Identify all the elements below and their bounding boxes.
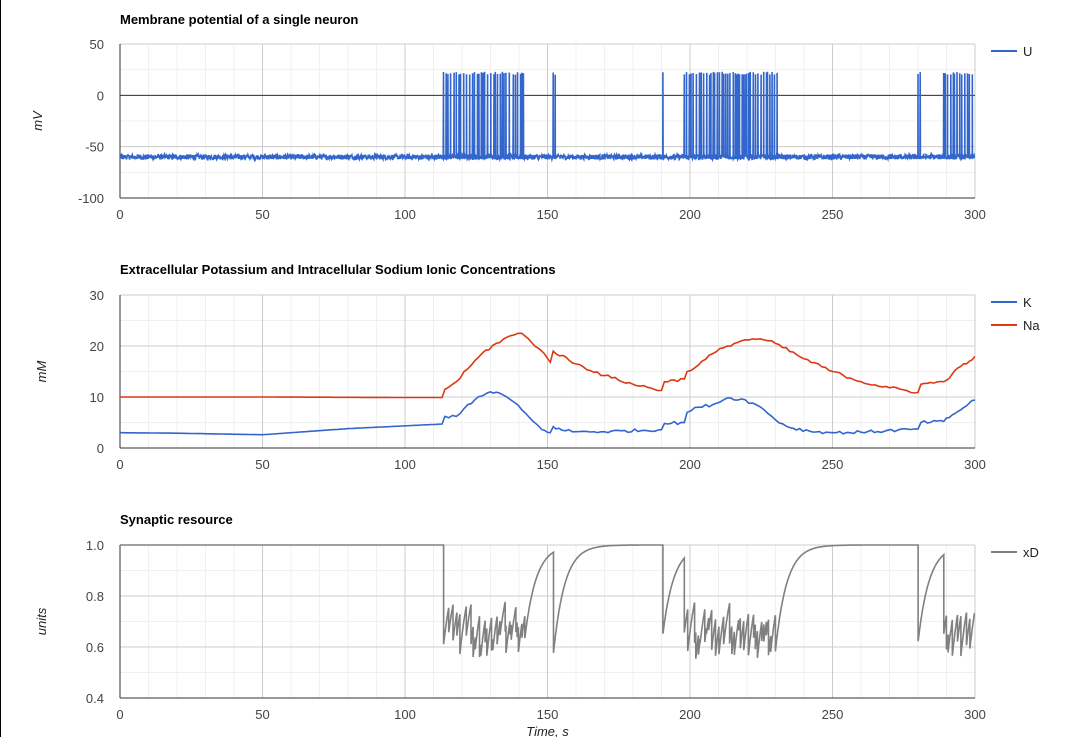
y-tick-label: 1.0 [86, 538, 104, 553]
x-tick-label: 200 [679, 457, 701, 472]
x-tick-label: 50 [255, 457, 269, 472]
x-tick-label: 300 [964, 207, 986, 222]
y-tick-label: 0 [97, 88, 104, 103]
y-tick-label: 30 [90, 288, 104, 303]
series-line-xD [120, 544, 975, 659]
x-tick-label: 100 [394, 207, 416, 222]
y-tick-label: 10 [90, 390, 104, 405]
y-tick-label: 0.8 [86, 589, 104, 604]
x-tick-label: 50 [255, 207, 269, 222]
chart-title: Membrane potential of a single neuron [120, 12, 358, 27]
window-left-border [0, 0, 1, 737]
y-tick-label: 0.6 [86, 640, 104, 655]
chart-panel-2: Extracellular Potassium and Intracellula… [34, 262, 1040, 472]
x-tick-label: 0 [116, 707, 123, 722]
y-tick-label: 20 [90, 339, 104, 354]
y-tick-label: 50 [90, 37, 104, 52]
chart-panel-3: Synaptic resource 0 50 100 150 200 250 300 0.4 0.… [34, 512, 1039, 737]
x-tick-label: 100 [394, 457, 416, 472]
y-tick-label: 0 [97, 441, 104, 456]
legend-label-K: K [1023, 295, 1032, 310]
legend-label-U: U [1023, 44, 1032, 59]
x-axis-label: Time, s [526, 724, 569, 737]
series-line-Na [120, 332, 975, 399]
x-tick-label: 150 [537, 207, 559, 222]
y-tick-label: -100 [78, 191, 104, 206]
y-tick-label: -50 [85, 140, 104, 155]
x-tick-label: 0 [116, 457, 123, 472]
y-axis-label: mM [34, 361, 49, 383]
y-axis-label: mV [30, 110, 45, 131]
chart-title: Synaptic resource [120, 512, 233, 527]
x-tick-label: 250 [822, 457, 844, 472]
x-tick-label: 50 [255, 707, 269, 722]
x-tick-label: 250 [822, 707, 844, 722]
y-tick-label: 0.4 [86, 691, 104, 706]
x-tick-label: 200 [679, 207, 701, 222]
chart-panel-1: Membrane potential of a single neuron 0 50… [30, 12, 1032, 222]
y-axis-label: units [34, 607, 49, 635]
x-tick-label: 250 [822, 207, 844, 222]
series-line-U [120, 71, 975, 163]
legend-label-xD: xD [1023, 545, 1039, 560]
x-tick-label: 200 [679, 707, 701, 722]
series-line-K [120, 391, 975, 436]
x-tick-label: 300 [964, 707, 986, 722]
legend-label-Na: Na [1023, 318, 1040, 333]
x-tick-label: 150 [537, 457, 559, 472]
x-tick-label: 0 [116, 207, 123, 222]
x-tick-label: 300 [964, 457, 986, 472]
x-tick-label: 100 [394, 707, 416, 722]
x-tick-label: 150 [537, 707, 559, 722]
chart-title: Extracellular Potassium and Intracellula… [120, 262, 556, 277]
